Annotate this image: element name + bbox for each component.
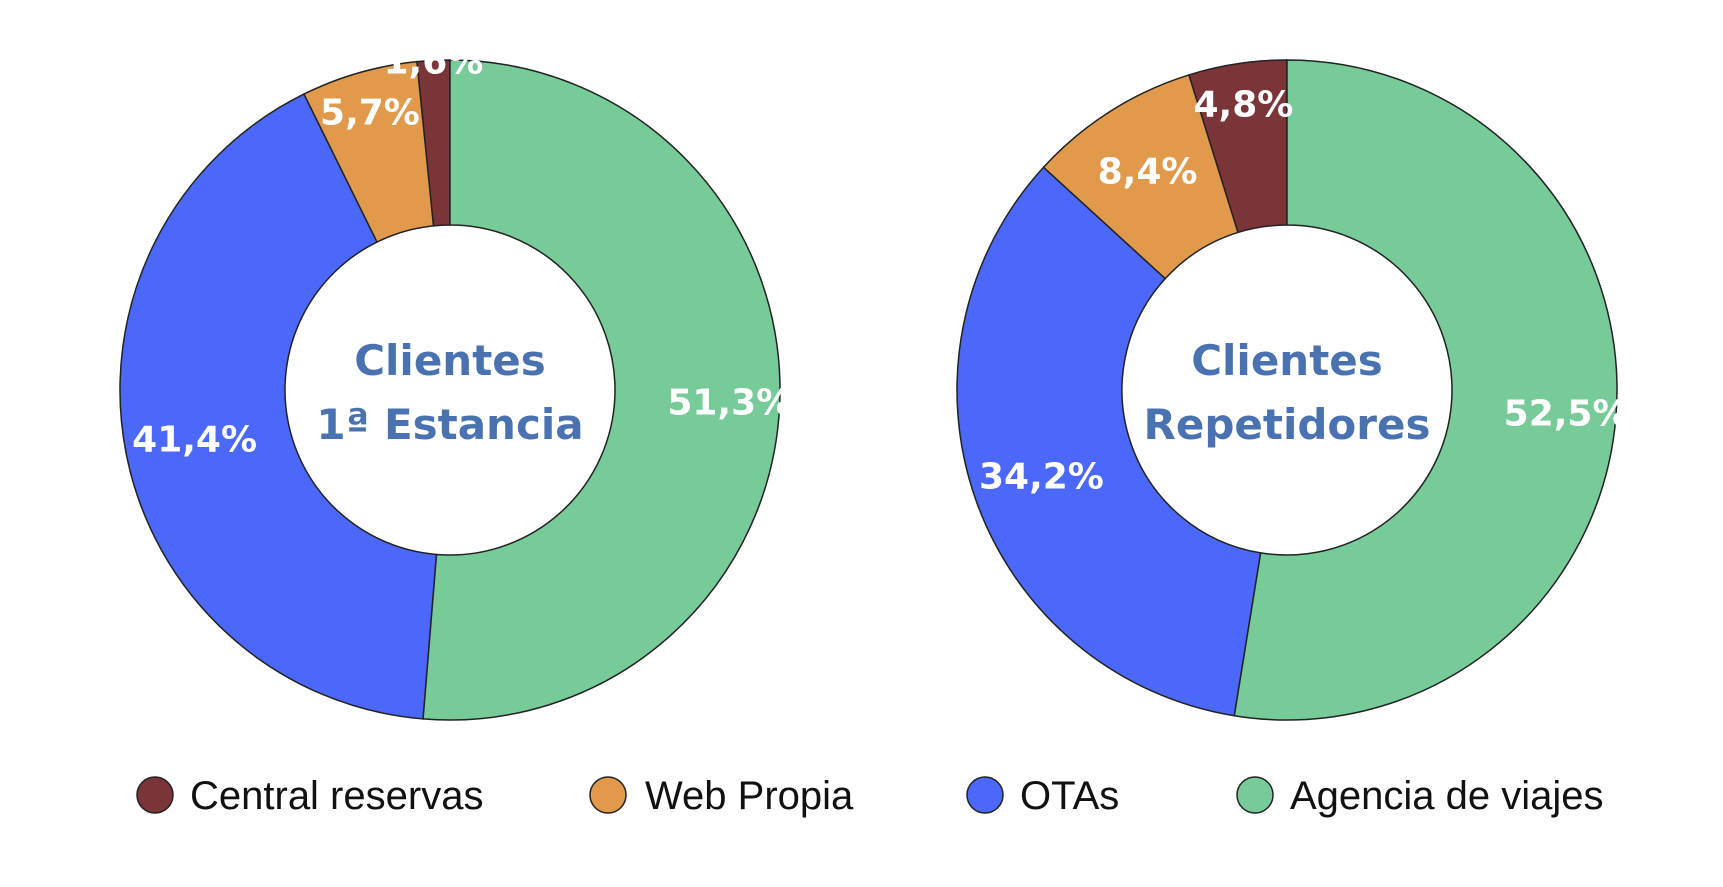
donut-slice-label: 8,4% (1098, 152, 1198, 193)
legend-label-agencia-de-viajes: Agencia de viajes (1290, 774, 1604, 818)
donut-chart-repeat-clients: 4,8% 8,4% 34,2% 52,5% Clientes Repetidores (956, 59, 1629, 721)
donut-slices (956, 59, 1618, 721)
legend-swatch-web-propia (589, 776, 627, 814)
legend: Central reservas Web Propia OTAs Agencia… (136, 774, 1604, 818)
donut-slice-agencia-de-viajes (1233, 59, 1618, 721)
donut-slice-otas (119, 93, 438, 720)
donut-slice-label: 5,7% (320, 92, 420, 133)
donut-center-label-line-2: Repetidores (1144, 400, 1431, 449)
legend-label-otas: OTAs (1020, 774, 1119, 818)
donut-slice-labels: 4,8% 8,4% 34,2% 52,5% (979, 84, 1629, 497)
legend-swatch-central-reservas (136, 776, 174, 814)
legend-label-central-reservas: Central reservas (190, 774, 483, 818)
legend-swatch-otas (966, 776, 1004, 814)
donut-slice-label: 51,3% (667, 382, 792, 423)
donut-slice-labels: 1,6% 5,7% 41,4% 51,3% (132, 41, 792, 460)
donut-slices (119, 59, 781, 721)
donut-chart-first-stay: 1,6% 5,7% 41,4% 51,3% Clientes 1ª Estancia (119, 41, 792, 721)
donut-slice-agencia-de-viajes (422, 59, 781, 721)
donut-slice-otas (956, 166, 1262, 717)
donut-slice-label: 52,5% (1504, 393, 1629, 434)
donut-slice-label: 1,6% (383, 41, 483, 82)
donut-center-label-line-1: Clientes (1191, 336, 1383, 385)
donut-slice-label: 41,4% (132, 420, 257, 461)
donut-center-label-line-2: 1ª Estancia (316, 400, 583, 449)
legend-swatch-agencia-de-viajes (1236, 776, 1274, 814)
donut-slice-label: 34,2% (979, 456, 1104, 497)
donut-slice-label: 4,8% (1193, 84, 1293, 125)
legend-label-web-propia: Web Propia (645, 774, 854, 818)
donut-center-label-line-1: Clientes (354, 336, 546, 385)
